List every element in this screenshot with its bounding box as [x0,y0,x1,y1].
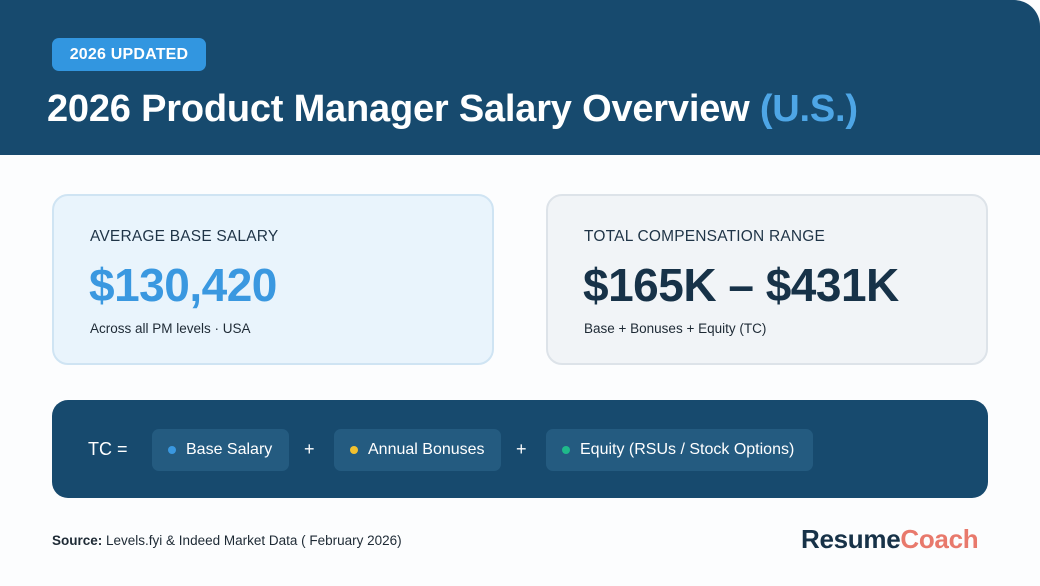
tc-component-base-salary: Base Salary [152,429,289,471]
page-title-accent: (U.S.) [759,88,858,130]
average-base-salary-card: AVERAGE BASE SALARY $130,420 Across all … [52,194,494,365]
page-title-main: 2026 Product Manager Salary Overview [47,88,750,130]
updated-badge: 2026 UPDATED [52,38,206,71]
brand-part-2: Coach [900,524,979,554]
tc-component-label: Base Salary [186,441,273,458]
yellow-dot-icon [350,446,358,454]
tc-formula-bar: TC = Base Salary + Annual Bonuses + Equi… [52,400,988,498]
source-label: Source: [52,533,103,548]
plus-sign: + [516,439,527,459]
plus-sign: + [304,439,315,459]
tc-component-label: Equity (RSUs / Stock Options) [580,441,795,458]
header-banner: 2026 UPDATED 2026 Product Manager Salary… [0,0,1040,155]
total-comp-subtext: Base + Bonuses + Equity (TC) [584,321,767,336]
brand-part-1: Resume [801,524,901,554]
total-compensation-card: TOTAL COMPENSATION RANGE $165K – $431K B… [546,194,988,365]
tc-component-equity: Equity (RSUs / Stock Options) [546,429,813,471]
average-salary-subtext: Across all PM levels · USA [90,321,251,336]
source-citation: Source: Levels.fyi & Indeed Market Data … [52,533,402,548]
average-salary-label: AVERAGE BASE SALARY [90,228,279,245]
tc-component-annual-bonuses: Annual Bonuses [334,429,501,471]
green-dot-icon [562,446,570,454]
average-salary-value: $130,420 [89,259,277,311]
blue-dot-icon [168,446,176,454]
page-title: 2026 Product Manager Salary Overview (U.… [47,88,858,131]
resumecoach-logo: ResumeCoach [801,524,979,555]
total-comp-value: $165K – $431K [583,259,899,311]
tc-label: TC = [88,439,128,459]
source-text: Levels.fyi & Indeed Market Data ( Februa… [106,533,402,548]
tc-component-label: Annual Bonuses [368,441,485,458]
total-comp-label: TOTAL COMPENSATION RANGE [584,228,826,245]
